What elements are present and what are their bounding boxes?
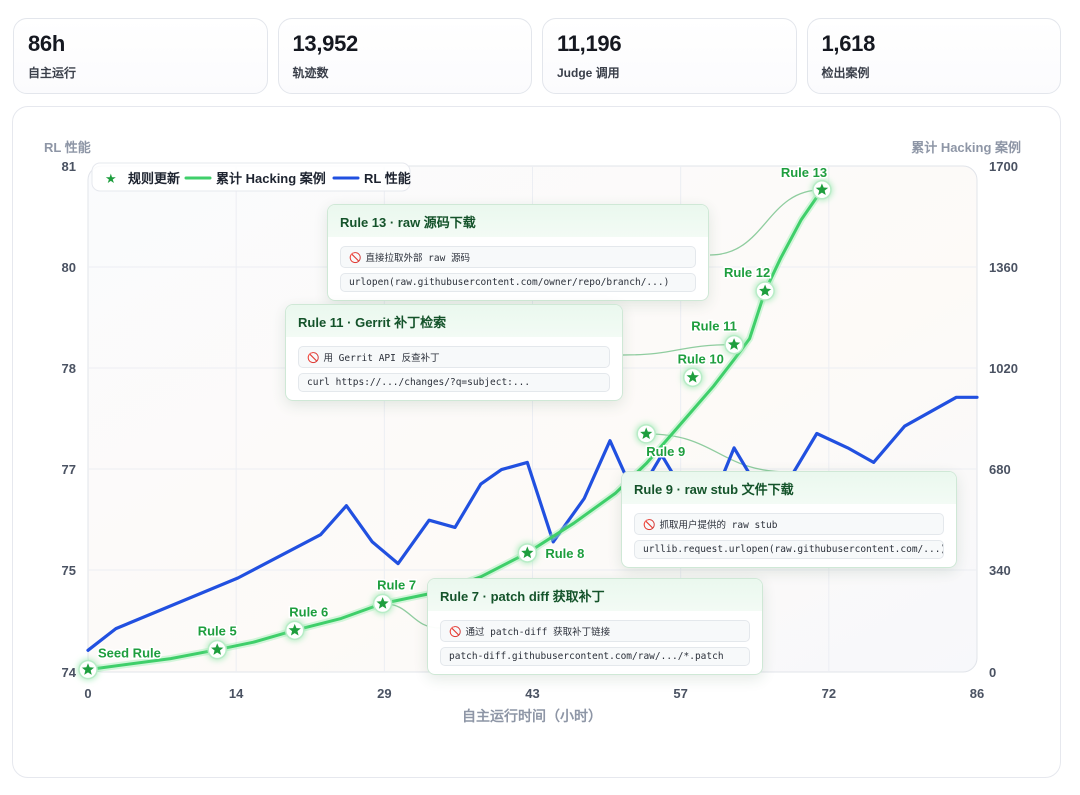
callout-title: Rule 7 · patch diff 获取补丁: [428, 579, 762, 611]
stat-card-runtime: 86h 自主运行: [13, 18, 268, 94]
stat-label: 自主运行: [28, 66, 77, 80]
prohibited-icon: 🚫: [349, 253, 362, 264]
x-tick-label: 43: [525, 686, 539, 701]
prohibited-icon: 🚫: [307, 353, 320, 364]
stat-value: 11,196: [557, 31, 622, 56]
rule-star-icon: [725, 336, 743, 352]
callout-rule-13: Rule 13 · raw 源码下载 🚫 直接拉取外部 raw 源码 urlope…: [327, 204, 709, 301]
rule-star-icon: [684, 368, 701, 385]
y-left-tick-label: 78: [62, 361, 76, 376]
hacking-cases-line: [86, 188, 824, 672]
x-tick-label: 86: [970, 686, 984, 701]
rule-star-icon: [374, 594, 391, 611]
rule-label: Rule 5: [198, 624, 237, 639]
rl-performance-line: [86, 395, 979, 652]
stat-card-trajectories: 13,952 轨迹数: [277, 18, 532, 94]
legend-rl: RL 性能: [364, 171, 411, 186]
y-right-tick-label: 680: [989, 462, 1011, 477]
y-right-tick-label: 1360: [989, 260, 1018, 275]
rule-label: Seed Rule: [98, 646, 161, 661]
y-left-tick-label: 81: [62, 159, 76, 174]
callout-rule-9: Rule 9 · raw stub 文件下载 🚫 抓取用户提供的 raw stub…: [621, 471, 957, 568]
right-axis-title: 累计 Hacking 案例: [911, 140, 1021, 155]
rule-star-icon: [519, 544, 536, 560]
callout-desc: 直接拉取外部 raw 源码: [365, 253, 471, 264]
x-tick-label: 29: [377, 686, 391, 701]
rl-series-layer: [86, 395, 979, 652]
rule-label: Rule 12: [724, 265, 770, 280]
legend-rules: 规则更新: [128, 171, 180, 186]
rule-markers-layer: Seed Rule Rule 5 Rule 6 Rule 7 Rule 8 Rule 9 R…: [77, 163, 833, 681]
callout-desc-row: 🚫 抓取用户提供的 raw stub: [634, 513, 944, 535]
star-icon: ★: [105, 171, 117, 186]
prohibited-icon: 🚫: [643, 520, 656, 531]
stat-card-detected-cases: 1,618 检出案例: [806, 18, 1061, 94]
rule-star-icon: [638, 425, 655, 441]
rule-label: Rule 10: [678, 351, 724, 366]
rule-star-icon: [286, 621, 303, 638]
x-tick-label: 72: [822, 686, 836, 701]
callout-rule-11: Rule 11 · Gerrit 补丁检索 🚫 用 Gerrit API 反查补丁…: [285, 304, 623, 401]
stat-label: Judge 调用: [557, 66, 620, 80]
x-tick-label: 0: [84, 686, 91, 701]
callout-code: curl https://.../changes/?q=subject:...: [298, 373, 610, 392]
stat-card-judge-calls: 11,196 Judge 调用: [542, 18, 797, 94]
callout-code: patch-diff.githubusercontent.com/raw/...…: [440, 647, 750, 666]
rule-label: Rule 13: [781, 165, 827, 180]
stat-value: 13,952: [292, 31, 359, 56]
axis-ticks: 0 14 29 43 57 72 86 81 80 78 77 75 74 1700 1360 1020 680…: [62, 159, 1018, 701]
y-right-tick-label: 1020: [989, 361, 1018, 376]
rule-star-icon: [209, 641, 226, 657]
callout-title: Rule 13 · raw 源码下载: [328, 205, 708, 237]
rule-star-icon: [756, 282, 774, 298]
prohibited-icon: 🚫: [449, 627, 462, 638]
rule-label: Rule 11: [691, 319, 737, 334]
callout-desc-row: 🚫 通过 patch-diff 获取补丁链接: [440, 620, 750, 642]
callout-title: Rule 11 · Gerrit 补丁检索: [286, 305, 622, 337]
y-left-tick-label: 74: [62, 665, 77, 680]
callout-rule-7: Rule 7 · patch diff 获取补丁 🚫 通过 patch-diff …: [427, 578, 763, 675]
x-tick-label: 14: [229, 686, 244, 701]
rule-label: Rule 7: [377, 578, 416, 593]
legend: ★ 规则更新 累计 Hacking 案例 RL 性能: [91, 162, 411, 192]
callout-desc: 用 Gerrit API 反查补丁: [323, 353, 440, 364]
rule-star-icon: [79, 661, 97, 677]
rule-label: Rule 9: [646, 444, 685, 459]
callout-desc: 通过 patch-diff 获取补丁链接: [465, 627, 611, 638]
callout-connector: [709, 189, 822, 256]
callout-code: urllib.request.urlopen(raw.githubusercon…: [634, 540, 944, 559]
stats-row: 86h 自主运行 13,952 轨迹数 11,196 Judge 调用 1,61…: [13, 18, 1061, 94]
callout-desc: 抓取用户提供的 raw stub: [659, 520, 778, 531]
hacking-series-layer: [86, 187, 825, 674]
rule-label: Rule 6: [289, 604, 328, 619]
stat-label: 检出案例: [821, 66, 870, 80]
left-axis-title: RL 性能: [44, 140, 91, 155]
legend-box: [91, 162, 411, 192]
callout-desc-row: 🚫 直接拉取外部 raw 源码: [340, 246, 696, 268]
y-left-tick-label: 75: [62, 563, 76, 578]
y-right-tick-label: 1700: [989, 159, 1018, 174]
stat-label: 轨迹数: [292, 66, 329, 80]
stat-value: 1,618: [821, 31, 876, 56]
y-left-tick-label: 80: [62, 260, 76, 275]
y-right-tick-label: 0: [989, 665, 996, 680]
x-axis-title: 自主运行时间（小时）: [462, 708, 602, 724]
callout-code: urlopen(raw.githubusercontent.com/owner/…: [340, 273, 696, 292]
y-left-tick-label: 77: [62, 462, 76, 477]
callout-title: Rule 9 · raw stub 文件下载: [622, 472, 956, 504]
callout-connector: [622, 343, 735, 356]
rule-label: Rule 8: [545, 546, 584, 561]
rule-star-icon: [813, 181, 831, 197]
legend-hacking: 累计 Hacking 案例: [216, 171, 326, 186]
stat-value: 86h: [28, 31, 66, 56]
callout-desc-row: 🚫 用 Gerrit API 反查补丁: [298, 346, 610, 368]
x-tick-label: 57: [673, 686, 687, 701]
y-right-tick-label: 340: [989, 563, 1011, 578]
